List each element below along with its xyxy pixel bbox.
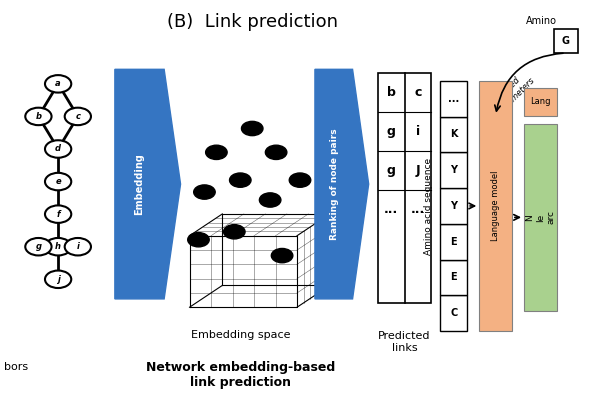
Text: c: c xyxy=(414,86,422,99)
Circle shape xyxy=(45,75,71,92)
Text: a: a xyxy=(55,79,61,88)
Text: ...: ... xyxy=(384,204,398,216)
Text: h: h xyxy=(55,242,61,251)
Circle shape xyxy=(45,238,71,256)
Text: Embedding: Embedding xyxy=(134,153,145,215)
FancyArrow shape xyxy=(315,69,368,299)
Bar xyxy=(524,124,557,311)
Circle shape xyxy=(289,173,311,187)
Bar xyxy=(440,116,467,152)
Text: C: C xyxy=(450,308,457,318)
Circle shape xyxy=(45,270,71,288)
Text: Y: Y xyxy=(450,165,457,175)
Bar xyxy=(440,260,467,295)
Text: g: g xyxy=(35,242,41,251)
Bar xyxy=(440,295,467,331)
Circle shape xyxy=(194,185,215,199)
Circle shape xyxy=(25,108,52,125)
Text: Predicted
links: Predicted links xyxy=(378,331,431,353)
Text: E: E xyxy=(451,237,457,247)
Bar xyxy=(377,73,431,303)
Circle shape xyxy=(45,206,71,223)
Bar xyxy=(479,81,512,331)
Text: b: b xyxy=(386,86,395,99)
Text: i: i xyxy=(76,242,79,251)
Text: J: J xyxy=(416,164,420,177)
Bar xyxy=(440,81,467,116)
Circle shape xyxy=(271,248,293,263)
Bar xyxy=(440,188,467,224)
Text: g: g xyxy=(386,164,395,177)
Text: Language model: Language model xyxy=(491,171,500,241)
Text: j: j xyxy=(56,275,59,284)
Text: G: G xyxy=(562,36,570,46)
Text: f: f xyxy=(56,210,60,219)
Text: c: c xyxy=(76,112,80,121)
Text: d: d xyxy=(55,144,61,154)
Text: Network embedding-based
link prediction: Network embedding-based link prediction xyxy=(146,361,335,389)
Circle shape xyxy=(265,145,287,160)
Circle shape xyxy=(206,145,227,160)
Text: Amino acid sequence: Amino acid sequence xyxy=(424,157,433,254)
Text: Embedding space: Embedding space xyxy=(191,330,290,340)
Bar xyxy=(440,224,467,260)
Circle shape xyxy=(45,173,71,190)
Circle shape xyxy=(188,232,209,247)
Circle shape xyxy=(25,238,52,256)
Circle shape xyxy=(259,193,281,207)
Text: N
le
arc: N le arc xyxy=(526,210,555,224)
Circle shape xyxy=(45,140,71,158)
Text: ...: ... xyxy=(411,204,425,216)
Bar xyxy=(524,88,557,116)
Bar xyxy=(554,29,578,53)
Text: g: g xyxy=(386,125,395,138)
Text: i: i xyxy=(416,125,420,138)
Circle shape xyxy=(241,121,263,136)
Text: Lang: Lang xyxy=(530,97,551,106)
Text: Amino: Amino xyxy=(526,16,557,26)
Text: Y: Y xyxy=(450,201,457,211)
Text: Shared
parameters: Shared parameters xyxy=(488,69,536,117)
Text: E: E xyxy=(451,272,457,282)
Text: (B)  Link prediction: (B) Link prediction xyxy=(167,13,338,31)
Circle shape xyxy=(65,108,91,125)
Circle shape xyxy=(224,225,245,239)
Text: e: e xyxy=(55,177,61,186)
Circle shape xyxy=(230,173,251,187)
Text: b: b xyxy=(35,112,41,121)
FancyArrow shape xyxy=(115,69,181,299)
Circle shape xyxy=(65,238,91,256)
Text: ...: ... xyxy=(448,94,460,104)
Text: bors: bors xyxy=(4,362,29,372)
Text: Ranking of node pairs: Ranking of node pairs xyxy=(329,128,338,240)
Text: K: K xyxy=(450,130,458,140)
Bar xyxy=(440,152,467,188)
